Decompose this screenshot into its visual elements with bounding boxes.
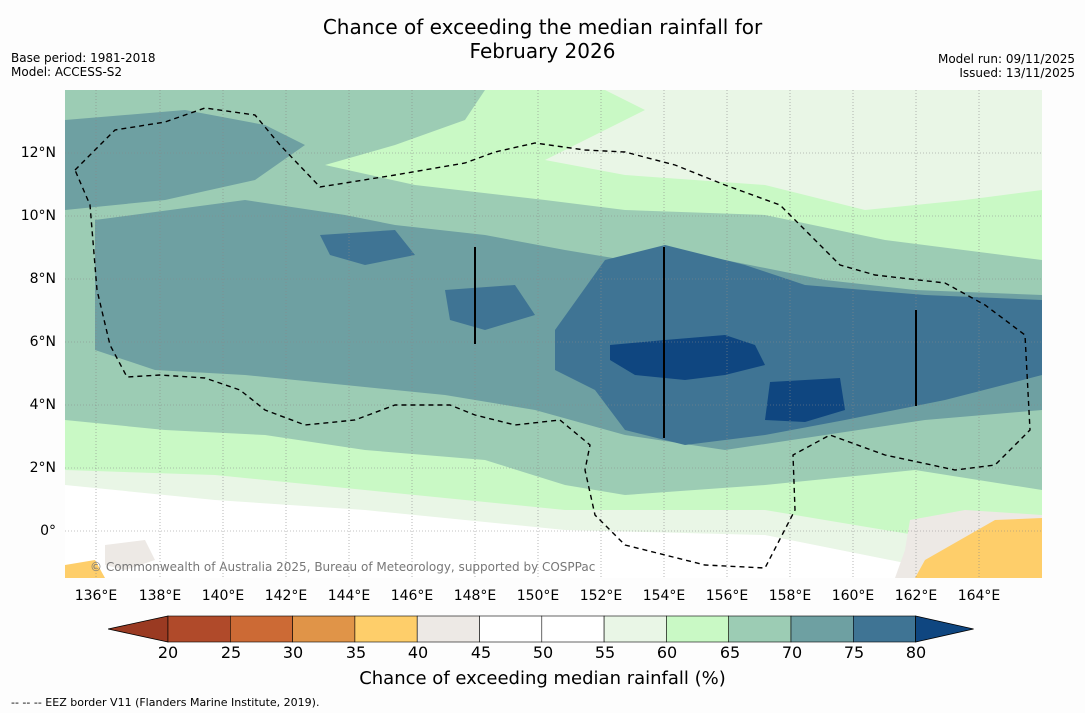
lat-label-12n: 12°N [20,145,56,161]
copyright-notice: © Commonwealth of Australia 2025, Bureau… [90,560,596,574]
band-80-plus-3 [555,245,1042,445]
lat-label-10n: 10°N [20,208,56,224]
colorbar-tick-75: 75 [843,643,865,662]
lon-label-162e: 162°E [894,588,938,604]
colorbar-segment [790,615,854,643]
lat-gridlines [65,152,1042,532]
issued-date: Issued: 13/11/2025 [959,66,1075,80]
base-period: Base period: 1981-2018 [11,51,156,65]
colorbar-segment [230,615,293,643]
band-80-plus-2 [445,285,535,330]
lon-label-150e: 150°E [516,588,560,604]
lon-label-142e: 142°E [264,588,308,604]
colorbar-segment [167,615,231,643]
band-85-plus-2 [765,378,845,422]
lat-label-6n: 6°N [29,334,56,350]
colorbar-title: Chance of exceeding median rainfall (%) [359,668,726,689]
colorbar-segment [416,615,480,643]
colorbar-extend-low [108,615,169,643]
colorbar-segment [666,615,730,643]
lon-label-154e: 154°E [642,588,686,604]
lon-label-148e: 148°E [453,588,497,604]
lat-label-2n: 2°N [29,460,56,476]
buoy-lines [474,247,917,438]
eez-border [74,107,1031,569]
lat-label-4n: 4°N [29,397,56,413]
colorbar-tick-35: 35 [345,643,367,662]
colorbar-segment [603,615,667,643]
colorbar-tick-70: 70 [781,643,803,662]
colorbar-tick-45: 45 [470,643,492,662]
lat-label-8n: 8°N [29,271,56,287]
dry-region-40-2 [65,560,105,578]
colorbar-tick-50: 50 [532,643,554,662]
colorbar-tick-40: 40 [407,643,429,662]
lon-label-146e: 146°E [390,588,434,604]
colorbar-segment [541,615,605,643]
colorbar-tick-55: 55 [594,643,616,662]
eez-footnote: -- -- -- EEZ border V11 (Flanders Marine… [11,696,320,709]
dry-region-45-2 [105,540,155,570]
dry-region-40 [915,518,1042,578]
lon-label-140e: 140°E [201,588,245,604]
model-run: Model run: 09/11/2025 [937,52,1075,66]
colorbar-tick-60: 60 [656,643,678,662]
rainfall-map [65,90,1042,578]
lon-label-144e: 144°E [327,588,371,604]
lon-label-160e: 160°E [831,588,875,604]
lon-label-156e: 156°E [705,588,749,604]
lon-label-158e: 158°E [768,588,812,604]
lon-label-136e: 136°E [74,588,118,604]
lon-gridlines [95,90,980,578]
lon-label-152e: 152°E [579,588,623,604]
model-name: Model: ACCESS-S2 [11,65,123,79]
colorbar-tick-65: 65 [719,643,741,662]
colorbar-extend-high [915,615,974,643]
colorbar-tick-80: 80 [905,643,927,662]
colorbar-segment [852,615,916,643]
lon-label-138e: 138°E [138,588,182,604]
colorbar [108,615,974,643]
map-title-line2: February 2026 [469,39,616,63]
colorbar-segment [479,615,543,643]
colorbar-tick-20: 20 [157,643,179,662]
colorbar-tick-25: 25 [220,643,242,662]
map-title-line1: Chance of exceeding the median rainfall … [322,15,763,39]
colorbar-tick-30: 30 [282,643,304,662]
band-85-plus [610,335,765,380]
colorbar-segment [354,615,418,643]
colorbar-segment [728,615,792,643]
band-80-plus [320,230,415,265]
lat-label-0: 0° [40,523,56,539]
colorbar-segment [292,615,356,643]
band-75-80 [65,110,305,210]
lon-label-164e: 164°E [957,588,1001,604]
